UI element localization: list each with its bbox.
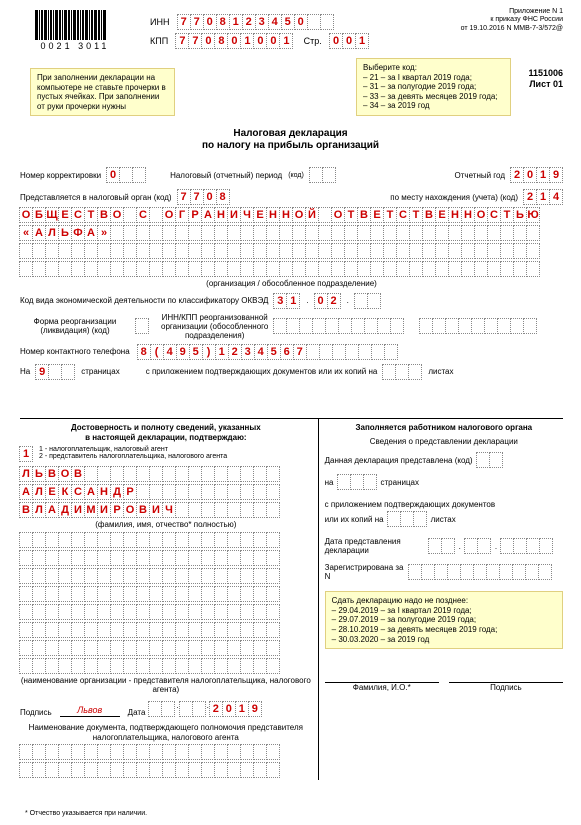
year-cells: 2019 bbox=[511, 167, 563, 183]
signature-value: Львов bbox=[60, 705, 120, 717]
tax-form-page: 0021 3011 ИНН 7708123450 КПП 770801001 С… bbox=[0, 0, 581, 825]
period-note-title: Выберите код: bbox=[363, 63, 504, 73]
org-name-caption: (организация / обособленное подразделени… bbox=[20, 279, 563, 289]
title-block: Налоговая декларация по налогу на прибыл… bbox=[0, 128, 581, 152]
title-line2: по налогу на прибыль организаций bbox=[0, 140, 581, 152]
phone-label: Номер контактного телефона bbox=[20, 347, 130, 356]
location-label: по месту нахождения (учета) (код) bbox=[390, 193, 518, 202]
org-name-row3 bbox=[20, 243, 563, 259]
report-year-label: Отчетный год bbox=[455, 171, 505, 180]
period-note-lines: – 21 – за I квартал 2019 года;– 31 – за … bbox=[363, 73, 504, 111]
signature-section: Достоверность и полноту сведений, указан… bbox=[20, 419, 319, 780]
tax-authority-label: Представляется в налоговый орган (код) bbox=[20, 193, 172, 202]
tax-period-label: Налоговый (отчетный) период bbox=[170, 171, 282, 180]
deadlines-note: Сдать декларацию надо не позднее: – 29.0… bbox=[325, 591, 563, 649]
approval-line2: к приказу ФНС России bbox=[461, 16, 563, 24]
correction-cells: 0 bbox=[107, 167, 146, 183]
org-name-row1: ОБЩЕСТВОСОГРАНИЧЕННОЙОТВЕТСТВЕННОСТЬЮ bbox=[20, 207, 563, 223]
inn-label: ИНН bbox=[150, 17, 169, 27]
barcode-text: 0021 3011 bbox=[35, 41, 115, 51]
loc-cells: 214 bbox=[524, 189, 563, 205]
form-code: 1151006 Лист 01 bbox=[528, 68, 563, 90]
approval-line1: Приложение N 1 bbox=[461, 8, 563, 16]
title-line1: Налоговая декларация bbox=[0, 128, 581, 140]
org-name-row4 bbox=[20, 261, 563, 277]
fio-row1: ЛЬВОВ bbox=[20, 466, 312, 482]
kpp-label: КПП bbox=[150, 36, 168, 46]
kpp-cells: 770801001 bbox=[176, 33, 293, 49]
fio-row2: АЛЕКСАНДР bbox=[20, 484, 312, 500]
person-type: 1 bbox=[20, 446, 33, 462]
main-section: Номер корректировки 0 Налоговый (отчетны… bbox=[20, 165, 563, 382]
fill-note: При заполнении декларации на компьютере … bbox=[30, 68, 175, 116]
approval-line3: от 19.10.2016 N ММВ-7-3/572@ bbox=[461, 25, 563, 33]
approval-text: Приложение N 1 к приказу ФНС России от 1… bbox=[461, 8, 563, 33]
org-name-row2: «АЛЬФА» bbox=[20, 225, 563, 241]
fio-row3: ВЛАДИМИРОВИЧ bbox=[20, 502, 312, 518]
inn-kpp-block: ИНН 7708123450 КПП 770801001 Стр. 001 bbox=[150, 12, 369, 51]
auth-cells: 7708 bbox=[178, 189, 230, 205]
signature-date: ..2019 bbox=[149, 701, 261, 717]
page-cells: 001 bbox=[330, 33, 369, 49]
inspector-section: Заполняется работником налогового органа… bbox=[319, 419, 563, 780]
barcode: 0021 3011 bbox=[35, 10, 115, 52]
period-note: Выберите код: – 21 – за I квартал 2019 г… bbox=[356, 58, 511, 116]
phone-cells: 8(495)1234567 bbox=[138, 344, 398, 360]
correction-label: Номер корректировки bbox=[20, 171, 101, 180]
period-cells bbox=[310, 167, 336, 183]
okved-label: Код вида экономической деятельности по к… bbox=[20, 296, 268, 305]
bottom-section: Достоверность и полноту сведений, указан… bbox=[20, 418, 563, 780]
page-label: Стр. bbox=[304, 36, 322, 46]
inn-cells: 7708123450 bbox=[178, 14, 334, 30]
footnote: * Отчество указывается при наличии. bbox=[25, 810, 147, 817]
